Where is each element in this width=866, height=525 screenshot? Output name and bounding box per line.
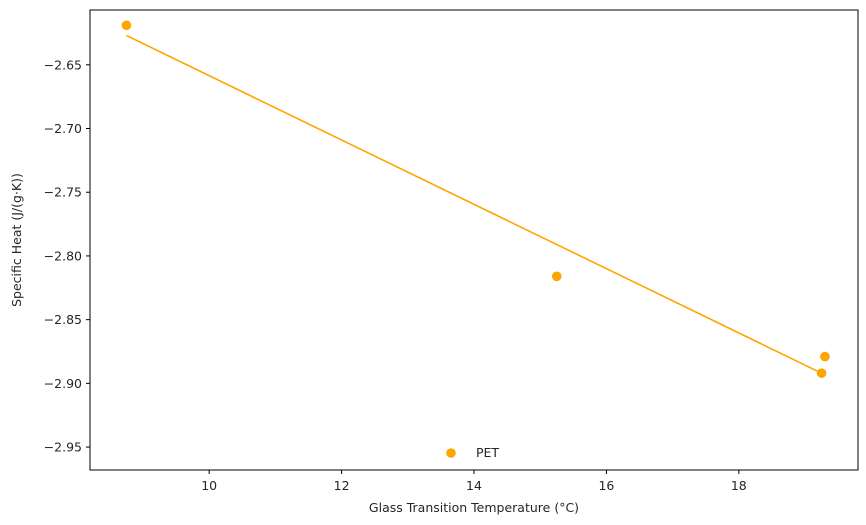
y-tick-label: −2.80 — [44, 248, 82, 263]
y-tick-label: −2.70 — [44, 121, 82, 136]
y-tick-label: −2.75 — [44, 185, 82, 200]
x-tick-label: 12 — [334, 478, 350, 493]
y-axis-ticks: −2.65 −2.70 −2.75 −2.80 −2.85 −2.90 −2.95 — [44, 57, 90, 455]
trend-line — [126, 34, 822, 374]
data-point — [816, 368, 827, 378]
x-axis-ticks: 10 12 14 16 18 — [201, 470, 747, 493]
x-tick-label: 14 — [466, 478, 482, 493]
y-tick-label: −2.95 — [44, 440, 82, 455]
data-point — [820, 351, 830, 362]
y-tick-label: −2.85 — [44, 312, 82, 327]
y-tick-label: −2.90 — [44, 376, 82, 391]
data-point — [551, 271, 562, 282]
y-axis-title: Specific Heat (J/(g·K)) — [9, 173, 24, 307]
legend-label: PET — [476, 445, 499, 460]
plot-area-frame — [89, 9, 859, 471]
data-point — [121, 20, 132, 31]
series-layer — [121, 20, 830, 378]
y-tick-label: −2.65 — [44, 57, 82, 72]
legend-marker — [446, 448, 456, 458]
x-axis-title: Glass Transition Temperature (°C) — [369, 500, 579, 515]
x-tick-label: 16 — [598, 478, 614, 493]
x-tick-label: 18 — [731, 478, 747, 493]
legend: PET — [446, 445, 499, 460]
x-tick-label: 10 — [201, 478, 217, 493]
